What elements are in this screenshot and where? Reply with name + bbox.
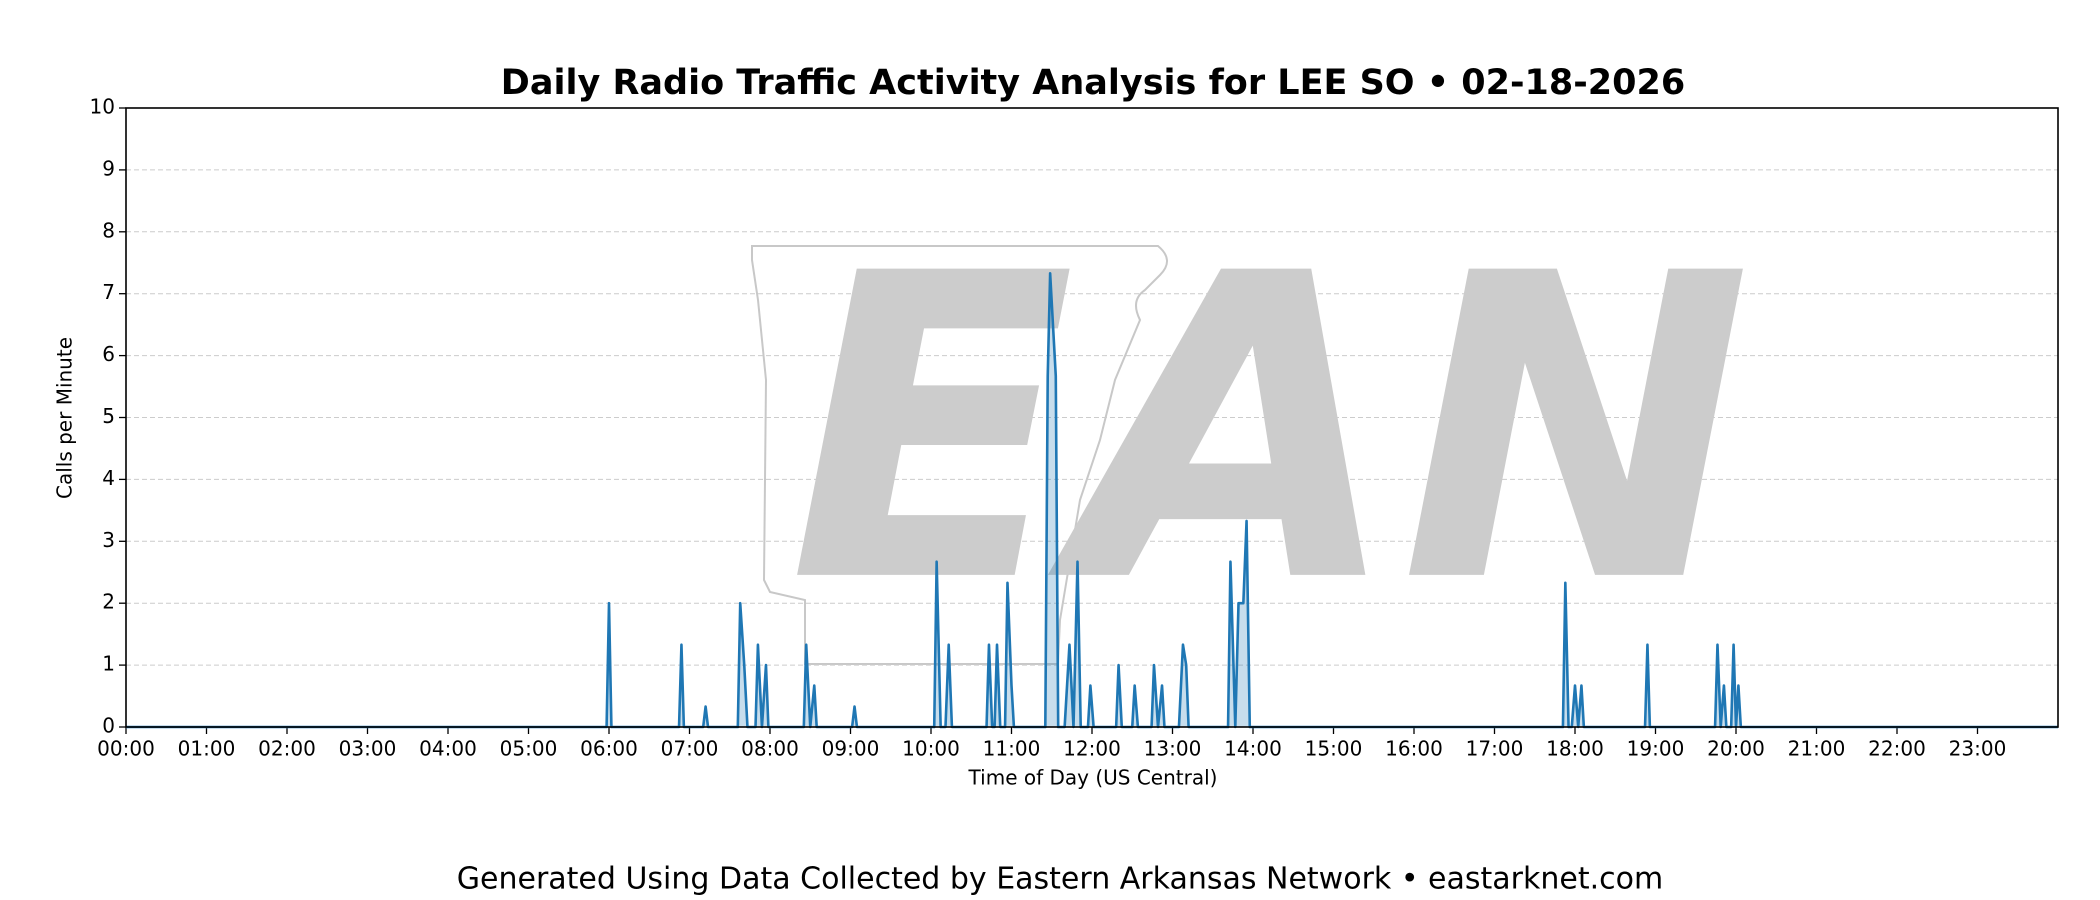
- x-tick-label: 13:00: [1144, 737, 1202, 761]
- x-tick-label: 01:00: [178, 737, 236, 761]
- x-tick-label: 00:00: [97, 737, 155, 761]
- watermark: EAN: [751, 186, 1752, 675]
- x-tick-label: 12:00: [1063, 737, 1121, 761]
- x-tick-label: 06:00: [580, 737, 638, 761]
- y-tick-label: 10: [90, 95, 115, 119]
- x-tick-label: 14:00: [1224, 737, 1282, 761]
- x-tick-label: 02:00: [258, 737, 316, 761]
- x-tick-label: 05:00: [500, 737, 558, 761]
- chart-title: Daily Radio Traffic Activity Analysis fo…: [501, 63, 1685, 103]
- x-tick-label: 19:00: [1627, 737, 1685, 761]
- y-tick-label: 6: [102, 342, 115, 366]
- y-tick-label: 7: [102, 280, 115, 304]
- x-tick-label: 08:00: [741, 737, 799, 761]
- x-tick-label: 23:00: [1949, 737, 2007, 761]
- y-tick-label: 8: [102, 218, 115, 242]
- y-tick-label: 4: [102, 466, 115, 490]
- y-tick-label: 0: [102, 714, 115, 738]
- footer: Generated Using Data Collected by Easter…: [457, 862, 1663, 897]
- x-tick-label: 11:00: [983, 737, 1041, 761]
- y-axis-label: Calls per Minute: [53, 337, 77, 499]
- x-tick-label: 18:00: [1546, 737, 1604, 761]
- y-tick-label: 5: [102, 404, 115, 428]
- x-tick-label: 09:00: [822, 737, 880, 761]
- y-tick-label: 1: [102, 652, 115, 676]
- y-tick-label: 2: [102, 590, 115, 614]
- x-tick-label: 04:00: [419, 737, 477, 761]
- x-tick-label: 03:00: [339, 737, 397, 761]
- x-tick-label: 16:00: [1385, 737, 1443, 761]
- y-tick-label: 9: [102, 156, 115, 180]
- x-tick-label: 17:00: [1466, 737, 1524, 761]
- x-tick-label: 20:00: [1707, 737, 1765, 761]
- x-tick-label: 22:00: [1868, 737, 1926, 761]
- x-tick-label: 10:00: [902, 737, 960, 761]
- y-tick-label: 3: [102, 528, 115, 552]
- x-tick-label: 07:00: [661, 737, 719, 761]
- plot-frame: [125, 107, 2059, 728]
- x-tick-label: 21:00: [1788, 737, 1846, 761]
- watermark-text: EAN: [788, 186, 1751, 675]
- x-axis-label: Time of Day (US Central): [968, 766, 1218, 790]
- state-outline: [751, 245, 1168, 665]
- x-tick-label: 15:00: [1305, 737, 1363, 761]
- line: [126, 271, 2058, 729]
